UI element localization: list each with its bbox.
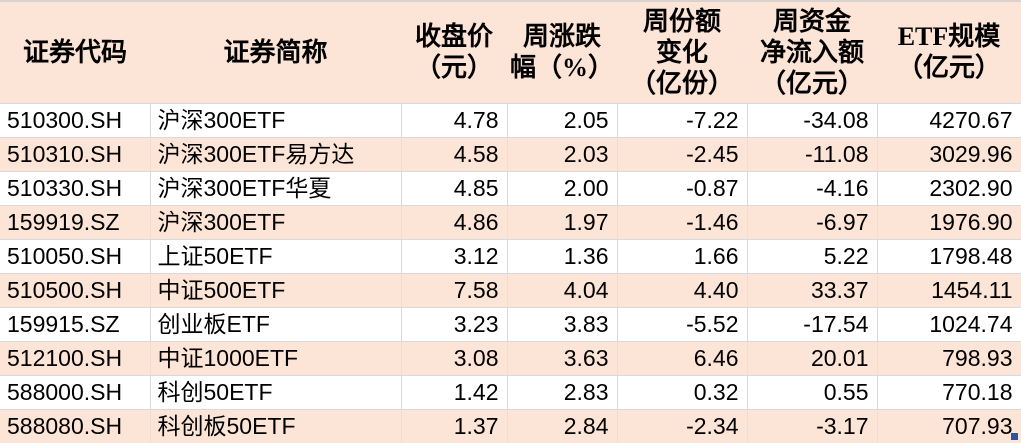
cell-name[interactable]: 沪深300ETF (149, 204, 402, 240)
cell-name[interactable]: 中证1000ETF (149, 340, 402, 376)
table-row: 510300.SH 沪深300ETF 4.78 2.05 -7.22 -34.08 4270… (0, 102, 1021, 138)
cell-scale[interactable]: 4270.67 (876, 102, 1021, 138)
cell-scale[interactable]: 707.93 (876, 408, 1021, 443)
cell-name[interactable]: 创业板ETF (149, 306, 402, 342)
table-row: 512100.SH 中证1000ETF 3.08 3.63 6.46 20.01 798.9… (0, 340, 1021, 376)
cell-name[interactable]: 科创板50ETF (149, 408, 402, 443)
cell-close[interactable]: 4.58 (400, 136, 508, 172)
cell-name[interactable]: 上证50ETF (149, 238, 402, 274)
cell-scale[interactable]: 798.93 (876, 340, 1021, 376)
cell-chg[interactable]: 2.05 (506, 102, 618, 138)
table-body: 510300.SH 沪深300ETF 4.78 2.05 -7.22 -34.08 4270… (0, 102, 1021, 443)
cell-share[interactable]: -2.45 (616, 136, 748, 172)
cell-inflow[interactable]: -4.16 (746, 170, 878, 206)
cell-scale[interactable]: 1454.11 (876, 272, 1021, 308)
cell-inflow[interactable]: -6.97 (746, 204, 878, 240)
table-row: 510330.SH 沪深300ETF华夏 4.85 2.00 -0.87 -4.16 230… (0, 170, 1021, 206)
cell-close[interactable]: 3.12 (400, 238, 508, 274)
cell-inflow[interactable]: 33.37 (746, 272, 878, 308)
cell-code[interactable]: 510300.SH (0, 102, 151, 138)
cell-inflow[interactable]: -3.17 (746, 408, 878, 443)
cell-code[interactable]: 510310.SH (0, 136, 151, 172)
cell-chg[interactable]: 4.04 (506, 272, 618, 308)
cell-share[interactable]: -7.22 (616, 102, 748, 138)
cell-inflow[interactable]: -17.54 (746, 306, 878, 342)
cell-code[interactable]: 510500.SH (0, 272, 151, 308)
cell-chg[interactable]: 2.84 (506, 408, 618, 443)
table-row: 510500.SH 中证500ETF 7.58 4.04 4.40 33.37 1454.1… (0, 272, 1021, 308)
cell-code[interactable]: 588000.SH (0, 374, 151, 410)
selection-fill-handle-icon[interactable] (1011, 433, 1018, 440)
table-row: 510310.SH 沪深300ETF易方达 4.58 2.03 -2.45 -11.08 3… (0, 136, 1021, 172)
cell-chg[interactable]: 2.83 (506, 374, 618, 410)
cell-code[interactable]: 159915.SZ (0, 306, 151, 342)
cell-inflow[interactable]: 0.55 (746, 374, 878, 410)
cell-scale[interactable]: 1976.90 (876, 204, 1021, 240)
cell-name[interactable]: 沪深300ETF易方达 (149, 136, 402, 172)
cell-share[interactable]: -2.34 (616, 408, 748, 443)
cell-name[interactable]: 沪深300ETF (149, 102, 402, 138)
column-header-inflow[interactable]: 周资金 净流入额 （亿元） (747, 2, 877, 104)
cell-code[interactable]: 512100.SH (0, 340, 151, 376)
table-row: 159915.SZ 创业板ETF 3.23 3.83 -5.52 -17.54 1024.7… (0, 306, 1021, 342)
column-header-code[interactable]: 证券代码 (0, 2, 150, 104)
table-row: 510050.SH 上证50ETF 3.12 1.36 1.66 5.22 1798.48 (0, 238, 1021, 274)
cell-name[interactable]: 沪深300ETF华夏 (149, 170, 402, 206)
cell-close[interactable]: 4.86 (400, 204, 508, 240)
cell-code[interactable]: 510330.SH (0, 170, 151, 206)
header-row: 证券代码 证券简称 收盘价 （元） 周涨跌 幅（%） 周份额 变化 （亿份） 周… (0, 2, 1021, 104)
cell-close[interactable]: 3.23 (400, 306, 508, 342)
cell-share[interactable]: -0.87 (616, 170, 748, 206)
cell-close[interactable]: 1.37 (400, 408, 508, 443)
cell-share[interactable]: 1.66 (616, 238, 748, 274)
cell-name[interactable]: 科创50ETF (149, 374, 402, 410)
cell-close[interactable]: 7.58 (400, 272, 508, 308)
cell-code[interactable]: 159919.SZ (0, 204, 151, 240)
cell-chg[interactable]: 2.00 (506, 170, 618, 206)
cell-inflow[interactable]: -11.08 (746, 136, 878, 172)
column-header-close[interactable]: 收盘价 （元） (401, 2, 507, 104)
cell-code[interactable]: 588080.SH (0, 408, 151, 443)
cell-share[interactable]: -5.52 (616, 306, 748, 342)
cell-close[interactable]: 4.78 (400, 102, 508, 138)
cell-chg[interactable]: 3.83 (506, 306, 618, 342)
column-header-name[interactable]: 证券简称 (150, 2, 401, 104)
cell-share[interactable]: 4.40 (616, 272, 748, 308)
cell-close[interactable]: 3.08 (400, 340, 508, 376)
cell-close[interactable]: 1.42 (400, 374, 508, 410)
cell-chg[interactable]: 3.63 (506, 340, 618, 376)
column-header-chg[interactable]: 周涨跌 幅（%） (507, 2, 617, 104)
cell-close[interactable]: 4.85 (400, 170, 508, 206)
cell-chg[interactable]: 1.36 (506, 238, 618, 274)
cell-scale[interactable]: 1798.48 (876, 238, 1021, 274)
cell-scale[interactable]: 2302.90 (876, 170, 1021, 206)
column-header-scale[interactable]: ETF规模 （亿元） (877, 2, 1021, 104)
cell-share[interactable]: -1.46 (616, 204, 748, 240)
cell-code[interactable]: 510050.SH (0, 238, 151, 274)
cell-inflow[interactable]: -34.08 (746, 102, 878, 138)
cell-scale[interactable]: 3029.96 (876, 136, 1021, 172)
cell-scale[interactable]: 770.18 (876, 374, 1021, 410)
table-row: 588080.SH 科创板50ETF 1.37 2.84 -2.34 -3.17 707.9… (0, 408, 1021, 443)
cell-name[interactable]: 中证500ETF (149, 272, 402, 308)
column-header-share[interactable]: 周份额 变化 （亿份） (617, 2, 747, 104)
table-row: 588000.SH 科创50ETF 1.42 2.83 0.32 0.55 770.18 (0, 374, 1021, 410)
cell-share[interactable]: 0.32 (616, 374, 748, 410)
cell-inflow[interactable]: 20.01 (746, 340, 878, 376)
cell-scale[interactable]: 1024.74 (876, 306, 1021, 342)
cell-inflow[interactable]: 5.22 (746, 238, 878, 274)
cell-chg[interactable]: 1.97 (506, 204, 618, 240)
table-header: 证券代码 证券简称 收盘价 （元） 周涨跌 幅（%） 周份额 变化 （亿份） 周… (0, 2, 1021, 104)
table-row: 159919.SZ 沪深300ETF 4.86 1.97 -1.46 -6.97 1976.… (0, 204, 1021, 240)
cell-chg[interactable]: 2.03 (506, 136, 618, 172)
cell-share[interactable]: 6.46 (616, 340, 748, 376)
